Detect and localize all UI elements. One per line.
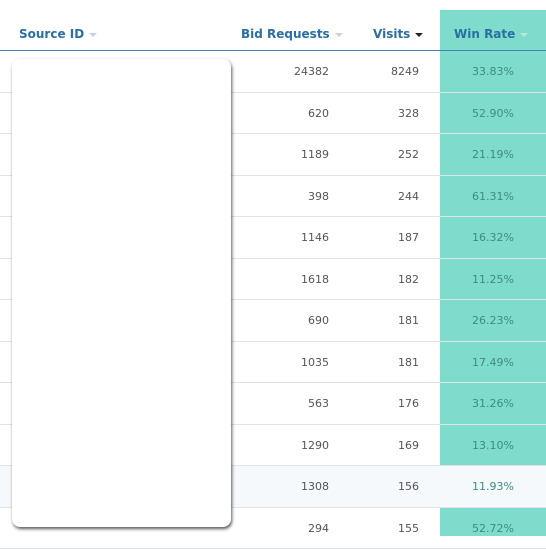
win-rate-cell: 26.23% — [440, 314, 546, 327]
win-rate-cell: 13.10% — [440, 439, 546, 452]
visits-cell: 155 — [398, 522, 419, 535]
visits-cell: 252 — [398, 148, 419, 161]
redaction-overlay — [12, 59, 231, 527]
bid-requests-cell: 1189 — [301, 148, 329, 161]
column-header-label: Bid Requests — [241, 27, 330, 41]
bid-requests-cell: 1035 — [301, 356, 329, 369]
table-header: Source ID Bid Requests Visits Win Rate — [0, 0, 546, 51]
sort-desc-icon — [415, 33, 423, 37]
win-rate-cell: 52.72% — [440, 522, 546, 535]
win-rate-cell: 11.25% — [440, 273, 546, 286]
bid-requests-cell: 294 — [308, 522, 329, 535]
win-rate-cell: 11.93% — [440, 480, 546, 493]
bid-requests-cell: 1290 — [301, 439, 329, 452]
column-header-label: Win Rate — [454, 27, 515, 41]
visits-cell: 8249 — [391, 65, 419, 78]
sort-caret-icon — [520, 33, 528, 37]
win-rate-cell: 16.32% — [440, 231, 546, 244]
visits-cell: 169 — [398, 439, 419, 452]
column-header-visits[interactable]: Visits — [373, 27, 423, 41]
sort-caret-icon — [335, 33, 343, 37]
column-header-bid-requests[interactable]: Bid Requests — [241, 27, 343, 41]
visits-cell: 244 — [398, 190, 419, 203]
bid-requests-cell: 563 — [308, 397, 329, 410]
visits-cell: 176 — [398, 397, 419, 410]
win-rate-cell: 17.49% — [440, 356, 546, 369]
visits-cell: 182 — [398, 273, 419, 286]
bid-requests-cell: 1308 — [301, 480, 329, 493]
win-rate-cell: 52.90% — [440, 107, 546, 120]
win-rate-cell: 21.19% — [440, 148, 546, 161]
bid-requests-cell: 620 — [308, 107, 329, 120]
bid-requests-cell: 398 — [308, 190, 329, 203]
column-header-label: Source ID — [19, 27, 84, 41]
bid-requests-cell: 24382 — [294, 65, 329, 78]
visits-cell: 187 — [398, 231, 419, 244]
visits-cell: 328 — [398, 107, 419, 120]
column-header-source-id[interactable]: Source ID — [19, 27, 97, 41]
bid-requests-cell: 1146 — [301, 231, 329, 244]
win-rate-cell: 33.83% — [440, 65, 546, 78]
win-rate-cell: 31.26% — [440, 397, 546, 410]
sort-caret-icon — [89, 33, 97, 37]
visits-cell: 181 — [398, 314, 419, 327]
column-header-label: Visits — [373, 27, 410, 41]
column-header-win-rate[interactable]: Win Rate — [454, 27, 528, 41]
visits-cell: 181 — [398, 356, 419, 369]
win-rate-cell: 61.31% — [440, 190, 546, 203]
bid-requests-cell: 690 — [308, 314, 329, 327]
visits-cell: 156 — [398, 480, 419, 493]
bid-requests-cell: 1618 — [301, 273, 329, 286]
